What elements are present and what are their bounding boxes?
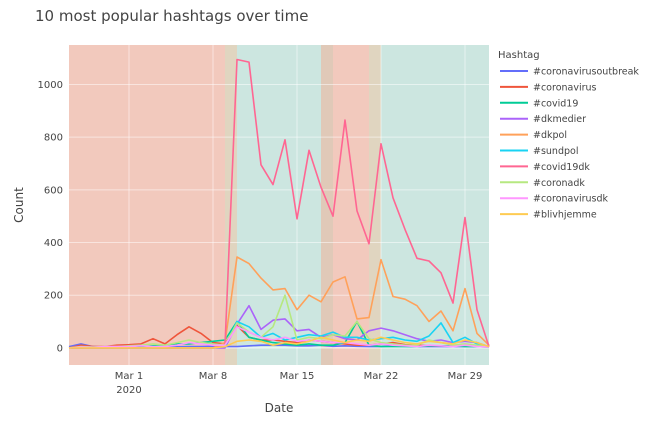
y-tick-label: 200 (44, 291, 63, 302)
legend-item-dkpol[interactable]: #dkpol (500, 130, 567, 141)
legend-label: #coronadk (533, 178, 585, 189)
legend-label: #covid19dk (533, 162, 590, 173)
legend-item-covid19dk[interactable]: #covid19dk (500, 162, 590, 173)
legend-label: #coronavirus (533, 82, 597, 93)
legend-label: #sundpol (533, 146, 578, 157)
y-tick-label: 800 (44, 133, 63, 144)
series-line-blivhjemme (69, 336, 490, 349)
series-lines (68, 58, 490, 349)
legend-label: #covid19 (533, 98, 578, 109)
x-tick-label: Mar 22 (364, 371, 399, 382)
background-band-2 (237, 45, 321, 365)
legend[interactable]: #coronavirusoutbreak #coronavirus #covid19… (500, 67, 639, 221)
x-tick-label: Mar 15 (280, 371, 315, 382)
background-bands (69, 45, 489, 365)
y-axis-ticks: 0 200 400 600 800 1000 (38, 80, 63, 354)
legend-label: #dkmedier (533, 114, 586, 125)
background-band-0 (69, 45, 225, 365)
series-line-coronavirus (68, 324, 490, 349)
chart-title: 10 most popular hashtags over time (35, 7, 308, 25)
x-tick-label: Mar 8 (199, 371, 227, 382)
background-band-3 (321, 45, 333, 365)
background-band-5 (369, 45, 381, 365)
legend-label: #dkpol (533, 130, 567, 141)
legend-item-sundpol[interactable]: #sundpol (500, 146, 578, 157)
grid (69, 45, 489, 365)
legend-label: #coronavirusdk (533, 194, 609, 205)
x-axis-ticks: Mar 1 2020 Mar 8 Mar 15 Mar 22 Mar 29 (115, 371, 483, 396)
x-tick-year-label: 2020 (116, 385, 141, 396)
legend-item-blivhjemme[interactable]: #blivhjemme (500, 210, 597, 221)
x-tick-label: Mar 29 (448, 371, 483, 382)
legend-item-coronavirusoutbreak[interactable]: #coronavirusoutbreak (500, 67, 639, 78)
series-line-coronavirusdk (68, 325, 490, 349)
y-axis-title: Count (12, 187, 26, 223)
legend-label: #coronavirusoutbreak (533, 67, 639, 78)
y-tick-label: 400 (44, 238, 63, 249)
legend-label: #blivhjemme (533, 210, 597, 221)
legend-title: Hashtag (498, 50, 540, 61)
y-tick-label: 600 (44, 185, 63, 196)
background-band-4 (333, 45, 369, 365)
legend-item-coronavirusdk[interactable]: #coronavirusdk (500, 194, 609, 205)
legend-item-coronavirus[interactable]: #coronavirus (500, 82, 597, 93)
legend-item-coronadk[interactable]: #coronadk (500, 178, 585, 189)
x-tick-label: Mar 1 (115, 371, 143, 382)
y-tick-label: 1000 (38, 80, 63, 91)
legend-item-covid19[interactable]: #covid19 (500, 98, 578, 109)
legend-item-dkmedier[interactable]: #dkmedier (500, 114, 586, 125)
y-tick-label: 0 (57, 343, 63, 354)
x-axis-title: Date (265, 401, 294, 415)
